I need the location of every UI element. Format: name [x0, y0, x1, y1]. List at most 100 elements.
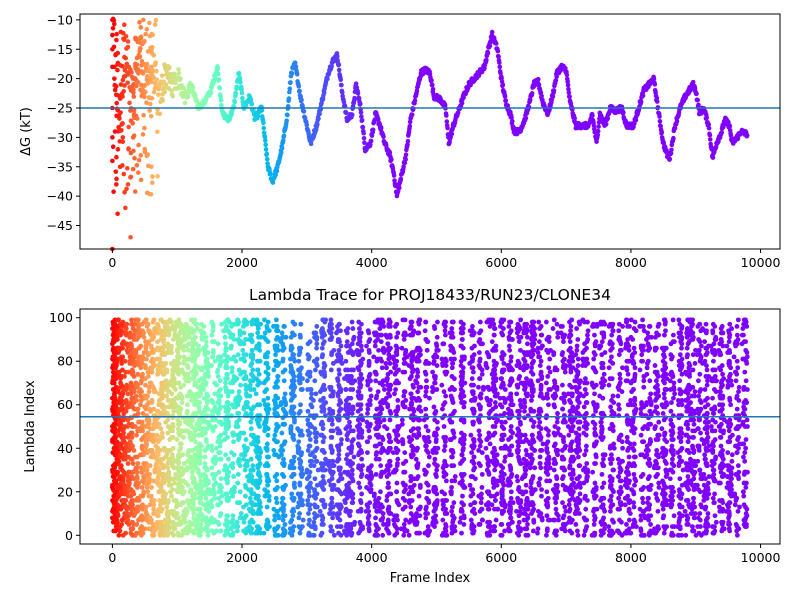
- delta-g-y-axis-label: ΔG (kT): [19, 107, 34, 156]
- lambda-point: [271, 367, 277, 373]
- lambda-point: [289, 495, 295, 501]
- lambda-point: [256, 371, 262, 377]
- delta-g-point: [669, 147, 674, 153]
- lambda-point: [161, 498, 166, 503]
- lambda-point: [297, 380, 303, 386]
- delta-g-point: [716, 139, 721, 144]
- lambda-point: [338, 387, 344, 392]
- delta-g-point: [151, 89, 157, 95]
- lambda-point: [197, 448, 203, 453]
- delta-g-point: [320, 96, 326, 101]
- delta-g-point: [674, 119, 680, 124]
- lambda-point: [237, 515, 243, 521]
- lambda-point: [273, 380, 279, 386]
- delta-g-point: [153, 17, 159, 23]
- delta-g-point: [343, 110, 349, 116]
- delta-g-point: [262, 134, 268, 140]
- lambda-point: [336, 465, 342, 471]
- lambda-point: [225, 328, 231, 334]
- lambda-point: [282, 367, 288, 373]
- lambda-point: [242, 463, 248, 469]
- delta-g-point: [239, 90, 245, 96]
- delta-g-point: [115, 211, 120, 217]
- lambda-point: [125, 461, 131, 466]
- lambda-point: [236, 395, 242, 401]
- delta-g-point: [407, 123, 413, 129]
- lambda-point: [313, 439, 319, 445]
- lambda-point: [307, 387, 313, 392]
- delta-g-point: [375, 116, 381, 122]
- delta-g-point: [445, 125, 450, 131]
- lambda-point: [138, 393, 143, 399]
- lambda-point: [166, 469, 172, 475]
- delta-g-point: [567, 94, 572, 100]
- lambda-point: [117, 485, 123, 490]
- lambda-point: [327, 411, 332, 416]
- delta-g-point: [286, 96, 292, 101]
- lambda-point: [193, 369, 199, 375]
- lambda-point: [248, 426, 254, 432]
- delta-g-point: [430, 82, 435, 88]
- lambda-point: [216, 439, 222, 445]
- lambda-point: [336, 456, 342, 462]
- delta-g-point: [149, 70, 155, 76]
- lambda-point: [135, 508, 141, 514]
- delta-g-point: [150, 174, 155, 179]
- lambda-point: [262, 389, 268, 395]
- lambda-point: [176, 360, 182, 366]
- lambda-point: [226, 469, 232, 475]
- delta-g-point: [658, 124, 663, 129]
- lambda-point: [190, 393, 196, 399]
- lambda-point: [322, 332, 328, 338]
- lambda-point: [338, 441, 344, 447]
- lambda-point: [329, 500, 335, 506]
- delta-g-point: [690, 79, 696, 85]
- lambda-point: [173, 471, 179, 477]
- lambda-point: [229, 487, 235, 493]
- lambda-point: [176, 371, 181, 377]
- lambda-point: [196, 343, 201, 349]
- delta-g-point: [145, 49, 151, 54]
- lambda-point: [117, 321, 123, 327]
- lambda-point: [275, 374, 281, 379]
- lambda-point: [236, 339, 242, 345]
- lambda-point: [289, 508, 295, 514]
- lambda-point: [280, 526, 286, 532]
- delta-g-point: [496, 54, 501, 59]
- delta-g-point: [131, 94, 137, 99]
- delta-g-point: [444, 113, 449, 118]
- delta-g-point: [292, 60, 298, 66]
- lambda-point: [128, 530, 134, 536]
- lambda-point: [244, 448, 250, 453]
- delta-g-point: [118, 110, 123, 115]
- lambda-point: [196, 404, 202, 410]
- delta-g-point: [403, 157, 408, 162]
- lambda-point: [236, 434, 242, 440]
- lambda-point: [236, 411, 242, 416]
- lambda-point: [150, 478, 156, 484]
- lambda-point: [336, 478, 341, 484]
- delta-g-point: [263, 142, 268, 148]
- lambda-point: [329, 528, 335, 534]
- delta-g-x-tick-label: 4000: [356, 255, 388, 270]
- delta-g-point: [154, 77, 160, 82]
- lambda-point: [209, 448, 215, 453]
- delta-g-point: [553, 77, 559, 83]
- delta-g-point: [536, 82, 542, 88]
- delta-g-point: [429, 78, 434, 83]
- lambda-point: [190, 465, 195, 471]
- lambda-point: [337, 517, 343, 523]
- lambda-point: [181, 382, 187, 388]
- delta-g-point: [167, 65, 172, 70]
- delta-g-point: [403, 152, 409, 158]
- lambda-point: [165, 532, 171, 538]
- delta-g-point: [485, 50, 491, 56]
- lambda-point: [164, 452, 170, 458]
- delta-g-point: [370, 127, 376, 133]
- lambda-point: [320, 485, 325, 490]
- delta-g-point: [278, 150, 284, 155]
- delta-g-point: [140, 87, 145, 92]
- lambda-point: [215, 367, 221, 373]
- lambda-point: [241, 356, 247, 362]
- lambda-point: [273, 495, 279, 501]
